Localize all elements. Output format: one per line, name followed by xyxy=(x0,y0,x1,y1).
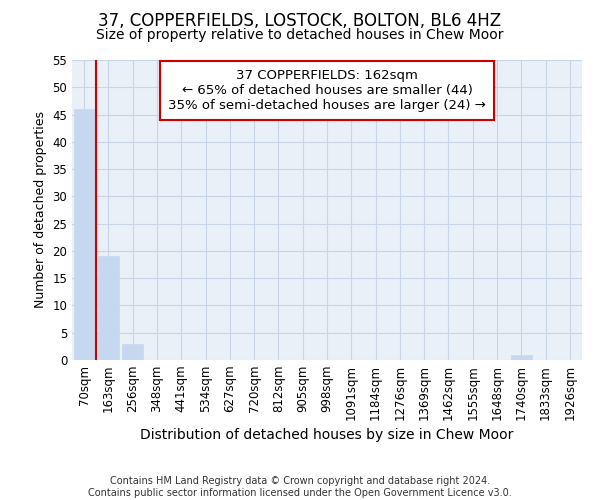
Bar xyxy=(122,344,143,360)
Text: Contains HM Land Registry data © Crown copyright and database right 2024.
Contai: Contains HM Land Registry data © Crown c… xyxy=(88,476,512,498)
Bar xyxy=(98,256,119,360)
Text: 37, COPPERFIELDS, LOSTOCK, BOLTON, BL6 4HZ: 37, COPPERFIELDS, LOSTOCK, BOLTON, BL6 4… xyxy=(98,12,502,30)
Text: Size of property relative to detached houses in Chew Moor: Size of property relative to detached ho… xyxy=(96,28,504,42)
Text: 37 COPPERFIELDS: 162sqm
← 65% of detached houses are smaller (44)
35% of semi-de: 37 COPPERFIELDS: 162sqm ← 65% of detache… xyxy=(168,69,486,112)
Bar xyxy=(74,109,94,360)
Y-axis label: Number of detached properties: Number of detached properties xyxy=(34,112,47,308)
Bar xyxy=(511,354,532,360)
X-axis label: Distribution of detached houses by size in Chew Moor: Distribution of detached houses by size … xyxy=(140,428,514,442)
